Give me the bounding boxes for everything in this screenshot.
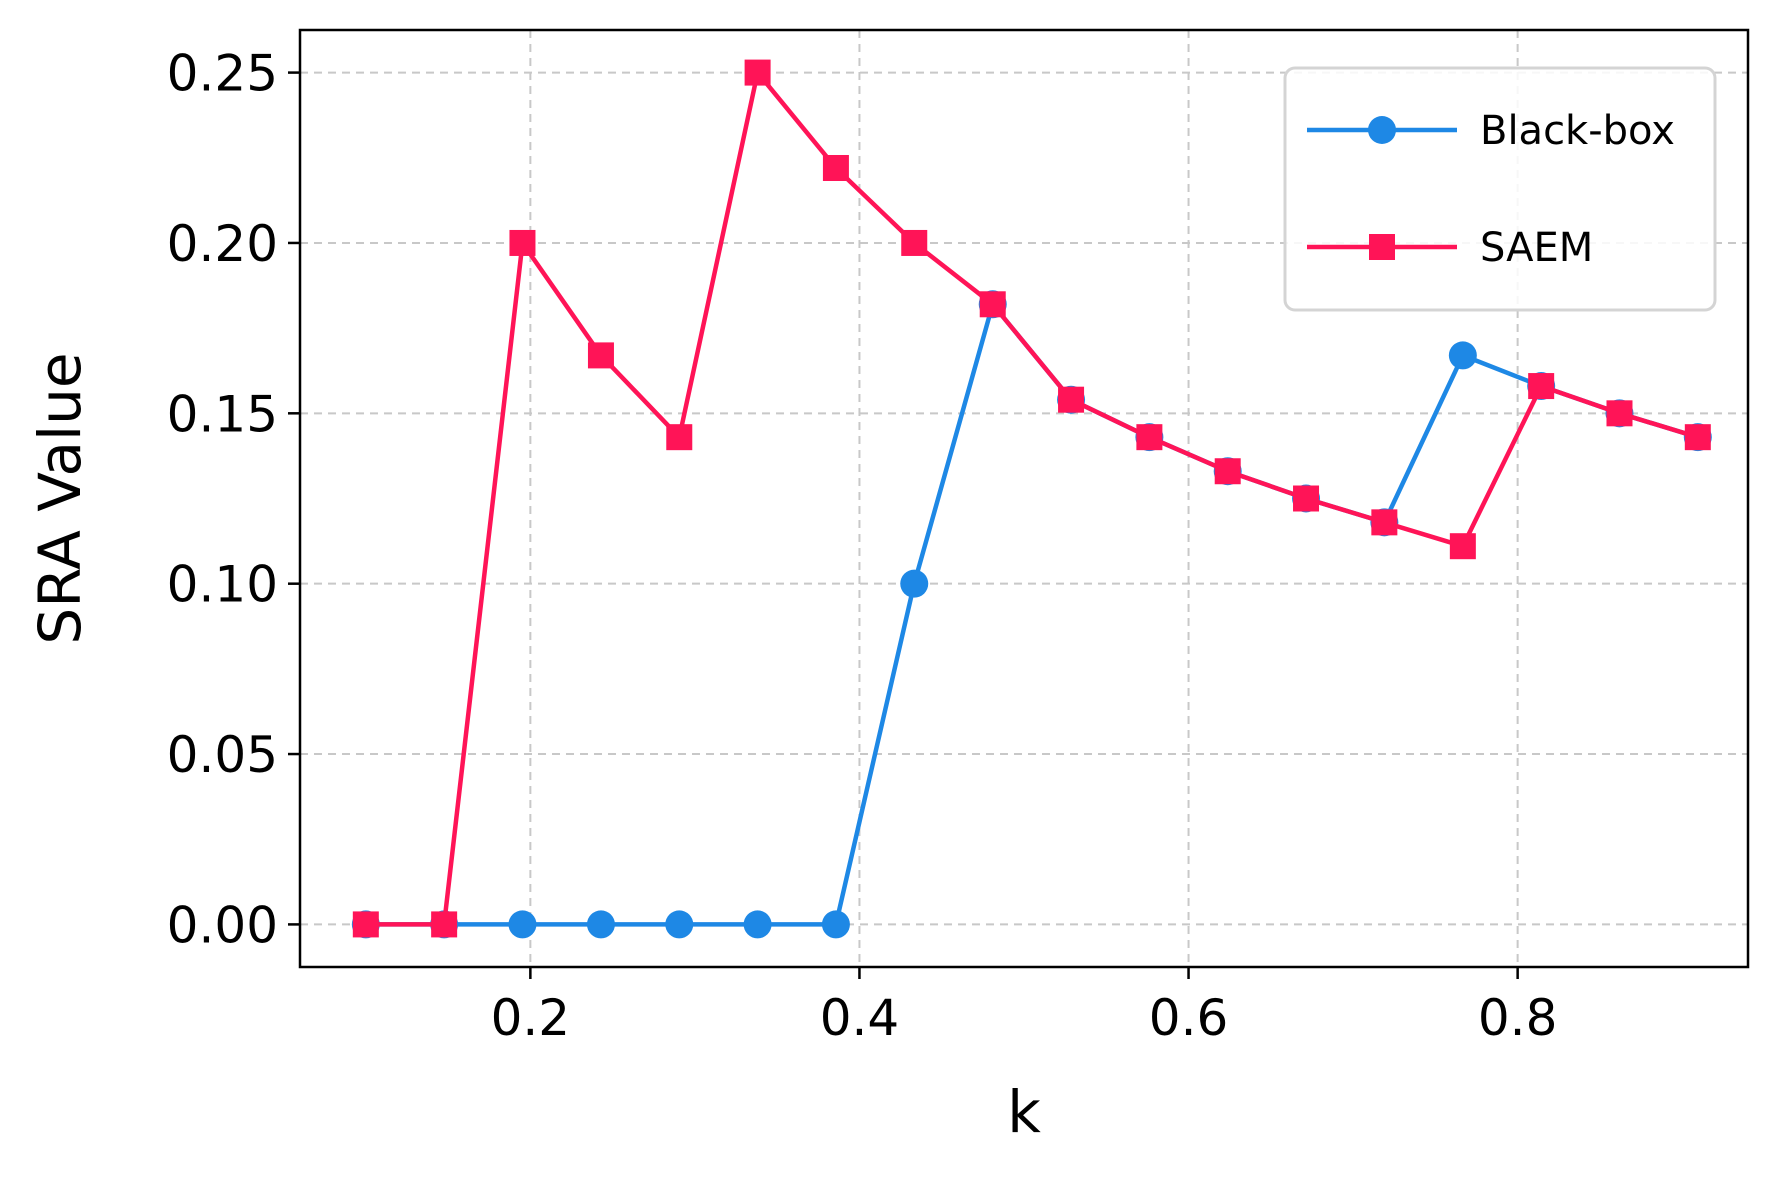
data-point-square xyxy=(431,911,458,938)
legend-item: SAEM xyxy=(1307,225,1593,271)
y-axis-title: SRA Value xyxy=(26,352,94,644)
legend: Black-box SAEM xyxy=(1283,66,1717,312)
data-point-square xyxy=(666,424,693,451)
legend-swatch-marker xyxy=(1368,116,1396,144)
x-tick-label: 0.6 xyxy=(1149,989,1229,1047)
data-point-circle xyxy=(743,910,772,939)
data-point-square xyxy=(822,154,849,181)
legend-label: Black-box xyxy=(1480,108,1675,154)
data-point-square xyxy=(744,59,771,86)
legend-box xyxy=(1283,66,1717,312)
series-black-box xyxy=(351,290,1712,939)
series-saem xyxy=(352,59,1711,938)
data-point-circle xyxy=(508,910,537,939)
series-layer xyxy=(351,59,1712,939)
legend-item: Black-box xyxy=(1307,108,1675,154)
series-line xyxy=(365,70,1699,927)
x-tick-label: 0.2 xyxy=(491,989,571,1047)
data-point-square xyxy=(979,291,1006,318)
data-point-square xyxy=(1606,400,1633,427)
data-point-circle xyxy=(665,910,694,939)
y-tick-label: 0.20 xyxy=(167,215,278,273)
data-point-square xyxy=(1136,424,1163,451)
data-point-square xyxy=(1293,485,1320,512)
x-tick-label: 0.4 xyxy=(820,989,900,1047)
data-point-circle xyxy=(821,910,850,939)
data-point-circle xyxy=(1448,341,1477,370)
data-point-square xyxy=(901,229,928,256)
data-point-square xyxy=(1684,424,1711,451)
data-point-square xyxy=(587,342,614,369)
legend-label: SAEM xyxy=(1480,225,1593,271)
plot-frame xyxy=(298,28,1750,969)
series-line xyxy=(365,302,1699,927)
data-point-square xyxy=(1058,386,1085,413)
legend-swatch-marker xyxy=(1369,234,1395,260)
data-point-square xyxy=(1214,458,1241,485)
x-tick-label: 0.8 xyxy=(1478,989,1558,1047)
data-point-circle xyxy=(586,910,615,939)
y-tick-label: 0.15 xyxy=(167,385,278,443)
data-point-square xyxy=(1528,373,1555,400)
data-point-square xyxy=(1449,533,1476,560)
data-point-square xyxy=(352,911,379,938)
y-tick-label: 0.10 xyxy=(167,556,278,614)
y-tick-label: 0.00 xyxy=(167,896,278,954)
y-tick-label: 0.25 xyxy=(167,45,278,103)
y-tick-label: 0.05 xyxy=(167,726,278,784)
data-point-square xyxy=(509,229,536,256)
data-point-circle xyxy=(900,569,929,598)
x-axis-title: k xyxy=(1007,1078,1041,1146)
ticks: 0.2 0.4 0.6 0.8 0.00 0.05 0.10 0.15 0.20 0.25 xyxy=(167,45,1558,1047)
data-point-square xyxy=(1371,509,1398,536)
